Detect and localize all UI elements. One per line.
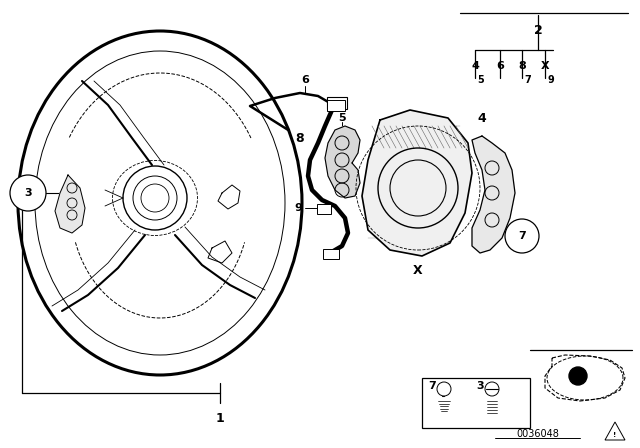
FancyBboxPatch shape: [327, 97, 347, 109]
Polygon shape: [325, 126, 360, 198]
Text: 6: 6: [301, 75, 309, 85]
Text: 7: 7: [428, 381, 436, 391]
Text: 4: 4: [477, 112, 486, 125]
Text: 1: 1: [216, 412, 225, 425]
Text: 5: 5: [477, 75, 484, 85]
Text: 4: 4: [471, 61, 479, 71]
Polygon shape: [545, 355, 625, 401]
Text: 2: 2: [534, 23, 542, 36]
Text: 3: 3: [24, 188, 32, 198]
Circle shape: [569, 367, 587, 385]
Text: 9: 9: [548, 75, 554, 85]
Text: 8: 8: [518, 61, 526, 71]
Text: 7: 7: [518, 231, 526, 241]
Text: 0036048: 0036048: [516, 429, 559, 439]
Text: 8: 8: [296, 132, 304, 145]
Text: !: !: [613, 432, 616, 438]
Text: 3: 3: [476, 381, 484, 391]
Polygon shape: [362, 110, 472, 256]
Text: 9: 9: [294, 203, 302, 213]
Text: 7: 7: [525, 75, 531, 85]
Text: 5: 5: [338, 113, 346, 123]
Text: X: X: [413, 263, 423, 276]
Polygon shape: [472, 136, 515, 253]
Text: 6: 6: [496, 61, 504, 71]
Polygon shape: [55, 175, 85, 233]
Bar: [422, 378, 530, 428]
Circle shape: [10, 175, 46, 211]
Text: X: X: [541, 61, 549, 71]
FancyBboxPatch shape: [317, 204, 331, 214]
Polygon shape: [605, 422, 625, 440]
Circle shape: [505, 219, 539, 253]
FancyBboxPatch shape: [327, 100, 345, 111]
FancyBboxPatch shape: [323, 249, 339, 259]
